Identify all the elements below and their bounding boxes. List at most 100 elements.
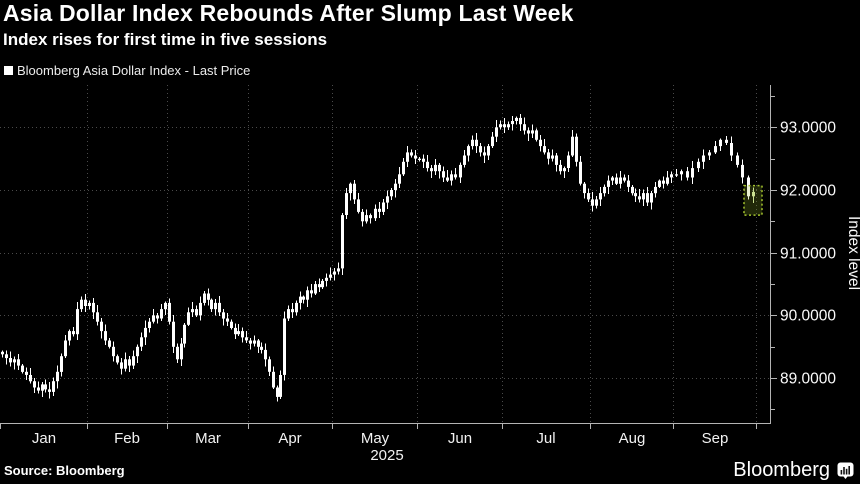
bloomberg-chart-icon [837,462,854,479]
candle-body [164,302,167,310]
candle-body [563,168,566,172]
candle-body [531,130,534,134]
candle-body [333,271,336,275]
candle-body [37,387,40,391]
candle-body [140,337,143,347]
candle-body [257,340,260,347]
candle-body [736,155,739,165]
candle-body [611,177,614,181]
candle-body [48,389,51,392]
candle-body [499,124,502,128]
candle-body [483,152,486,156]
candle-body [128,359,131,366]
bloomberg-logo-text: Bloomberg [733,459,830,481]
candle-body [551,155,554,159]
candle-body [279,375,282,397]
candle-body [654,186,657,194]
candle-body [172,321,175,347]
candle-body [410,152,413,156]
candle-body [264,349,267,360]
candle-body [615,177,618,184]
candle-body [195,309,198,316]
candle-body [226,318,229,322]
legend-swatch-icon [4,66,13,75]
candle-body [523,124,526,131]
y-tick-label: 90.0000 [780,308,836,325]
candle-body [187,312,190,325]
bloomberg-logo: Bloomberg [733,459,854,482]
candle-body [595,199,598,206]
candle-body [752,191,755,197]
candle-body [92,302,95,313]
candle-body [353,183,356,200]
candle-body [21,365,24,372]
candle-body [535,130,538,140]
y-tick-label: 92.0000 [780,183,836,200]
candle-body [579,161,582,184]
candle-body [341,215,344,269]
candle-body [638,196,641,200]
candle-body [168,302,171,322]
candle-body [176,346,179,360]
candle-body [9,358,12,363]
candle-body [438,164,441,172]
candle-body [442,171,445,178]
candle-body [88,302,91,306]
candle-body [658,180,661,187]
x-month-label: Feb [114,430,140,447]
candle-body [253,340,256,344]
candle-body [519,117,522,125]
candle-body [234,327,237,335]
candle-body [691,168,694,178]
page-title: Asia Dollar Index Rebounds After Slump L… [3,0,574,26]
candle-body [463,155,466,165]
candle-body [191,309,194,313]
candle-body [575,136,578,162]
candle-body [76,309,79,335]
candle-body [112,346,115,357]
candle-body [430,168,433,172]
candle-body [719,139,722,147]
candle-body [591,199,594,206]
candle-body [507,124,510,128]
candle-body [306,290,309,300]
candle-body [467,146,470,156]
candle-body [64,340,67,357]
x-month-label: Aug [619,430,646,447]
candle-body [302,296,305,300]
candle-body [471,139,474,147]
candle-body [627,180,630,187]
candle-body [276,387,279,397]
candle-body [741,164,744,178]
candle-body [386,196,389,203]
candle-body [230,321,233,328]
candle-body [747,177,750,197]
candle-body [321,280,324,288]
candle-body [60,356,63,372]
candle-body [402,161,405,175]
candle-body [607,180,610,187]
candle-body [337,268,340,272]
candle-body [414,155,417,159]
candle-body [207,293,210,300]
candle-body [730,143,733,156]
x-month-label: Mar [195,430,221,447]
candle-body [646,193,649,203]
candle-body [454,174,457,178]
candle-body [245,337,248,341]
candle-body [357,199,360,212]
candle-body [104,331,107,341]
x-month-label: Jul [536,430,555,447]
candle-body [495,127,498,137]
candle-body [299,296,302,303]
candle-body [132,356,135,366]
candle-body [283,318,286,375]
candle-body [1,351,4,355]
legend-label: Bloomberg Asia Dollar Index - Last Price [17,63,251,78]
candle-body [325,277,328,281]
candle-body [361,211,364,222]
candle-body [390,190,393,197]
candle-body [100,321,103,332]
x-year-label: 2025 [370,447,403,464]
